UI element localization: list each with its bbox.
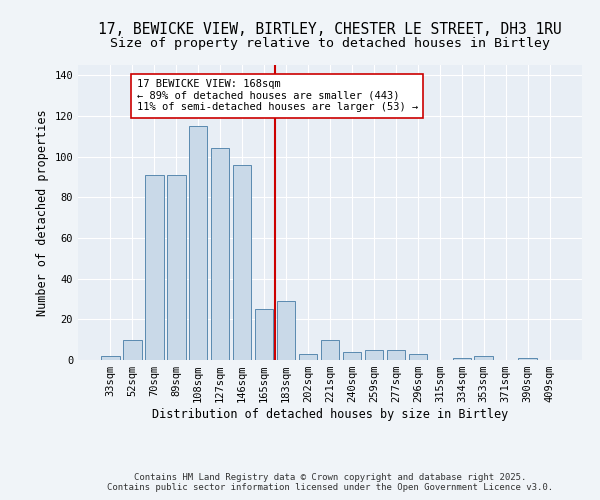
Bar	[299, 354, 317, 360]
Bar	[123, 340, 142, 360]
Bar	[167, 175, 185, 360]
Y-axis label: Number of detached properties: Number of detached properties	[36, 109, 49, 316]
Text: 17, BEWICKE VIEW, BIRTLEY, CHESTER LE STREET, DH3 1RU: 17, BEWICKE VIEW, BIRTLEY, CHESTER LE ST…	[98, 22, 562, 38]
Bar	[211, 148, 229, 360]
Bar	[320, 340, 340, 360]
Bar	[452, 358, 471, 360]
Bar	[343, 352, 361, 360]
X-axis label: Distribution of detached houses by size in Birtley: Distribution of detached houses by size …	[152, 408, 508, 421]
Bar	[189, 126, 208, 360]
Bar	[101, 356, 119, 360]
Bar	[518, 358, 537, 360]
Text: Size of property relative to detached houses in Birtley: Size of property relative to detached ho…	[110, 38, 550, 51]
Bar	[386, 350, 405, 360]
Bar	[365, 350, 383, 360]
Bar	[277, 301, 295, 360]
Bar	[409, 354, 427, 360]
Bar	[255, 309, 274, 360]
Bar	[475, 356, 493, 360]
Text: Contains HM Land Registry data © Crown copyright and database right 2025.
Contai: Contains HM Land Registry data © Crown c…	[107, 473, 553, 492]
Bar	[233, 164, 251, 360]
Text: 17 BEWICKE VIEW: 168sqm
← 89% of detached houses are smaller (443)
11% of semi-d: 17 BEWICKE VIEW: 168sqm ← 89% of detache…	[137, 79, 418, 112]
Bar	[145, 175, 164, 360]
